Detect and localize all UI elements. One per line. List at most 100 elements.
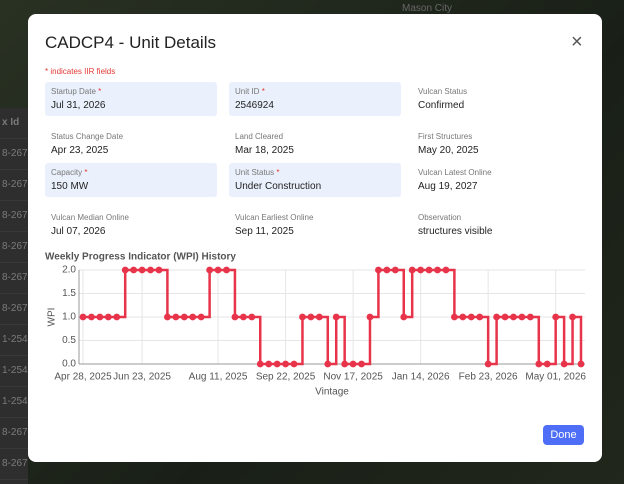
wpi-point: [450, 313, 458, 321]
table-cell: 8-267: [0, 232, 28, 263]
done-button[interactable]: Done: [543, 425, 584, 445]
field-label-row: Unit Status *: [235, 168, 395, 177]
wpi-point: [510, 313, 517, 321]
required-mark: *: [84, 168, 88, 177]
wpi-point: [324, 360, 332, 368]
field-value: Apr 23, 2025: [51, 145, 109, 156]
required-mark: *: [261, 87, 265, 96]
field-label: Vulcan Latest Online: [418, 168, 492, 177]
field-value: Jul 31, 2026: [51, 100, 106, 111]
wpi-point: [113, 313, 121, 321]
wpi-point: [180, 313, 188, 321]
wpi-point: [383, 266, 391, 274]
field-label: First Structures: [418, 132, 473, 141]
close-button[interactable]: ×: [571, 31, 583, 53]
y-tick-label: 1.5: [62, 288, 76, 299]
table-cell: 1-254: [0, 356, 28, 387]
field-label-row: Vulcan Earliest Online: [235, 213, 395, 222]
modal: CADCP4 - Unit Details × * indicates IIR …: [28, 14, 602, 462]
wpi-point: [138, 266, 146, 274]
x-tick-label: Apr 28, 2025: [54, 372, 112, 383]
wpi-point: [560, 360, 568, 368]
wpi-point: [442, 266, 450, 274]
field-label-row: First Structures: [418, 132, 578, 141]
wpi-point: [79, 313, 87, 321]
field: Capacity * 150 MW: [45, 163, 217, 197]
y-tick-label: 0.0: [62, 359, 76, 370]
note: * indicates IIR fields: [45, 67, 116, 76]
field-label: Vulcan Status: [418, 87, 468, 96]
wpi-point: [400, 313, 408, 321]
wpi-point: [206, 266, 214, 274]
field-value: structures visible: [418, 226, 493, 237]
wpi-point: [459, 313, 467, 321]
wpi-point: [155, 266, 163, 274]
wpi-point: [408, 266, 416, 274]
field-value: Aug 19, 2027: [418, 181, 478, 192]
wpi-point: [493, 313, 500, 321]
wpi-point: [299, 313, 306, 321]
field-label-row: Vulcan Median Online: [51, 213, 211, 222]
wpi-point: [543, 360, 551, 368]
wpi-point: [358, 360, 365, 368]
field-value: Jul 07, 2026: [51, 226, 106, 237]
y-axis-label: WPI: [47, 308, 58, 327]
x-tick-label: Jun 23, 2025: [113, 372, 171, 383]
field-value: Confirmed: [418, 100, 465, 111]
wpi-point: [417, 266, 425, 274]
wpi-point: [172, 313, 180, 321]
wpi-point: [88, 313, 95, 321]
x-tick-label: Nov 17, 2025: [323, 372, 383, 383]
table-cell: 8-267: [0, 418, 28, 449]
field: Vulcan Latest Online Aug 19, 2027: [412, 163, 584, 197]
field-label: Status Change Date: [51, 132, 124, 141]
y-tick-label: 1.0: [62, 312, 76, 323]
wpi-point: [484, 360, 492, 368]
wpi-point: [248, 313, 256, 321]
x-axis-label: Vintage: [315, 387, 349, 398]
wpi-point: [265, 360, 273, 368]
wpi-point: [577, 360, 585, 368]
x-tick-label: Sep 22, 2025: [256, 372, 316, 383]
field-value: Sep 11, 2025: [235, 226, 294, 237]
field-label-row: Capacity *: [51, 168, 211, 177]
wpi-point: [425, 266, 433, 274]
wpi-point: [552, 313, 560, 321]
wpi-point: [535, 360, 543, 368]
wpi-point: [231, 313, 239, 321]
x-tick-label: May 01, 2026: [525, 372, 586, 383]
field-label-row: Vulcan Status: [418, 87, 578, 96]
field-value: Mar 18, 2025: [235, 145, 294, 156]
wpi-point: [501, 313, 509, 321]
wpi-point: [518, 313, 526, 321]
required-mark: *: [276, 168, 280, 177]
wpi-point: [96, 313, 104, 321]
wpi-point: [315, 313, 323, 321]
wpi-point: [569, 313, 576, 321]
chart-title: Weekly Progress Indicator (WPI) History: [45, 252, 236, 263]
field: First Structures May 20, 2025: [412, 127, 584, 161]
x-tick-label: Jan 14, 2026: [392, 372, 450, 383]
wpi-point: [307, 313, 315, 321]
field: Unit Status * Under Construction: [229, 163, 401, 197]
field-label: Vulcan Median Online: [51, 213, 129, 222]
field-label-row: Land Cleared: [235, 132, 395, 141]
wpi-point: [256, 360, 264, 368]
wpi-point: [332, 313, 340, 321]
wpi-point: [189, 313, 197, 321]
field: Unit ID * 2546924: [229, 82, 401, 116]
field: Vulcan Earliest Online Sep 11, 2025: [229, 208, 401, 242]
field-label: Unit ID: [235, 87, 260, 96]
table-cell: 8-267: [0, 170, 28, 201]
wpi-point: [476, 313, 484, 321]
field-value: 2546924: [235, 100, 274, 111]
table-cell: 1-254: [0, 387, 28, 418]
field-label-row: Vulcan Latest Online: [418, 168, 578, 177]
map-label: Mason City: [402, 3, 453, 14]
wpi-point: [130, 266, 138, 274]
wpi-point: [290, 360, 298, 368]
table-cell: 8-267: [0, 201, 28, 232]
wpi-point: [214, 266, 222, 274]
field-label-row: Unit ID *: [235, 87, 395, 96]
